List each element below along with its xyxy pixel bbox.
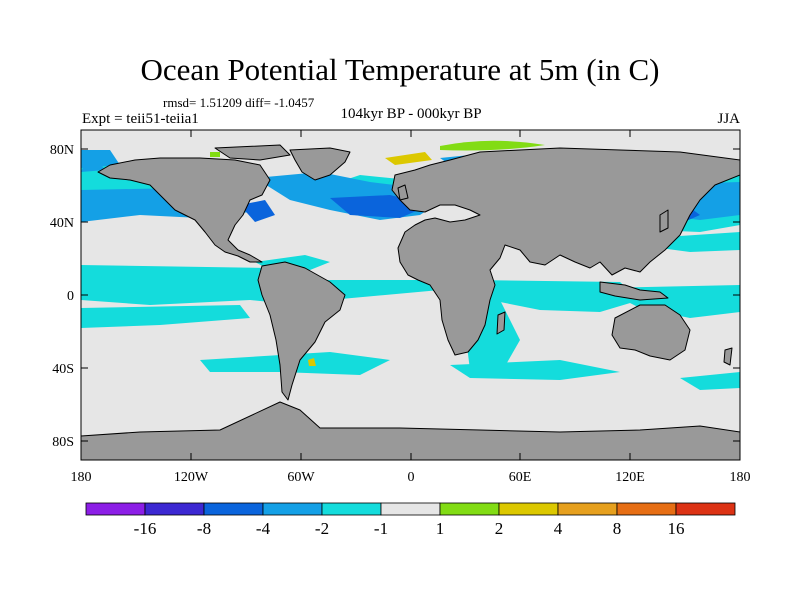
map-plot-area (81, 130, 740, 460)
anomaly-warm-greenland-sea (385, 152, 432, 165)
landmass-maritime-continent (599, 281, 669, 301)
lon-label-180e: 180 (730, 470, 751, 485)
colorbar-swatch (85, 502, 146, 516)
colorbar-swatch (498, 502, 559, 516)
colorbar-label: 1 (436, 519, 445, 538)
colorbar-labels: -16 -8 -4 -2 -1 1 2 4 8 16 (134, 519, 685, 538)
colorbar-swatch (203, 502, 264, 516)
landmass-british-isles (397, 184, 409, 201)
land-masses (81, 144, 740, 460)
landmass-new-zealand (723, 347, 733, 366)
lat-label-80n: 80N (50, 143, 74, 158)
colorbar-swatch (557, 502, 618, 516)
colorbar-label: -1 (374, 519, 388, 538)
colorbar-label: -8 (197, 519, 211, 538)
lat-label-80s: 80S (52, 435, 74, 450)
landmass-south-america (257, 261, 346, 401)
colorbar-label: 8 (613, 519, 622, 538)
landmass-greenland (289, 147, 351, 181)
landmass-eurasia-africa (391, 147, 740, 356)
lon-label-0: 0 (408, 470, 415, 485)
colorbar-swatch (675, 502, 736, 516)
colorbar-label: 16 (668, 519, 685, 538)
season-label: JJA (717, 111, 740, 127)
colorbar-label: -2 (315, 519, 329, 538)
colorbar-label: 2 (495, 519, 504, 538)
lon-tick-marks (80, 130, 741, 460)
landmass-australia (611, 304, 691, 361)
landmass-arctic-islands (214, 144, 291, 161)
experiment-label: Expt = teii51-teiia1 (82, 111, 199, 127)
colorbar-swatch (616, 502, 677, 516)
lon-label-120w: 120W (174, 470, 209, 485)
colorbar-label: -4 (256, 519, 271, 538)
lon-label-120e: 120E (615, 470, 645, 485)
colorbar-swatch (144, 502, 205, 516)
colorbar-label: 4 (554, 519, 563, 538)
lat-tick-marks (81, 148, 740, 442)
colorbar-swatch (262, 502, 323, 516)
colorbar-swatch (321, 502, 382, 516)
anomaly-warm-baffin (210, 152, 220, 157)
landmass-north-america (97, 157, 271, 263)
lon-tick-labels: 180 120W 60W 0 60E 120E 180 (71, 470, 751, 485)
period-label: 104kyr BP - 000kyr BP (340, 106, 482, 122)
map-title: Ocean Potential Temperature at 5m (in C) (140, 52, 660, 87)
lon-label-60e: 60E (509, 470, 532, 485)
anomaly-warm-patagonia (308, 358, 316, 366)
stats-label: rmsd= 1.51209 diff= -1.0457 (163, 95, 315, 110)
lat-label-0: 0 (67, 289, 74, 304)
lat-label-40s: 40S (52, 362, 74, 377)
colorbar-label: -16 (134, 519, 157, 538)
landmass-antarctica (81, 401, 740, 460)
lat-label-40n: 40N (50, 216, 74, 231)
lat-tick-labels: 80N 40N 0 40S 80S (50, 143, 74, 450)
lon-label-60w: 60W (287, 470, 315, 485)
anomaly-warm-barents (440, 140, 545, 151)
colorbar (85, 502, 736, 516)
lon-label-180w: 180 (71, 470, 92, 485)
landmass-madagascar (496, 311, 506, 335)
colorbar-swatch (439, 502, 500, 516)
landmass-japan (659, 209, 669, 233)
colorbar-swatch (380, 502, 441, 516)
